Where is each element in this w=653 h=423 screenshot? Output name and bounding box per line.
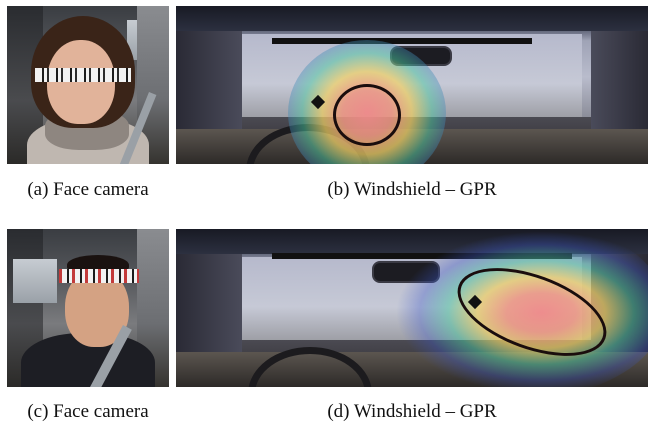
face-camera-image-a — [7, 6, 169, 164]
caption-a: (a) Face camera — [27, 179, 149, 200]
caption-d: (d) Windshield – GPR — [327, 401, 497, 422]
marker-headband — [35, 68, 131, 82]
marker-headband — [59, 269, 139, 283]
side-window — [13, 259, 57, 303]
sun-visor — [176, 6, 648, 32]
windshield-gpr-image-d — [176, 229, 648, 387]
caption-b: (b) Windshield – GPR — [327, 179, 497, 200]
driver-face — [47, 40, 115, 124]
windshield-gpr-image-b — [176, 6, 648, 164]
caption-c: (c) Face camera — [27, 401, 149, 422]
gaze-confidence-ellipse — [333, 84, 401, 146]
camera-rig-bar — [272, 38, 532, 44]
gaze-heatmap — [376, 229, 648, 387]
face-camera-image-c — [7, 229, 169, 387]
